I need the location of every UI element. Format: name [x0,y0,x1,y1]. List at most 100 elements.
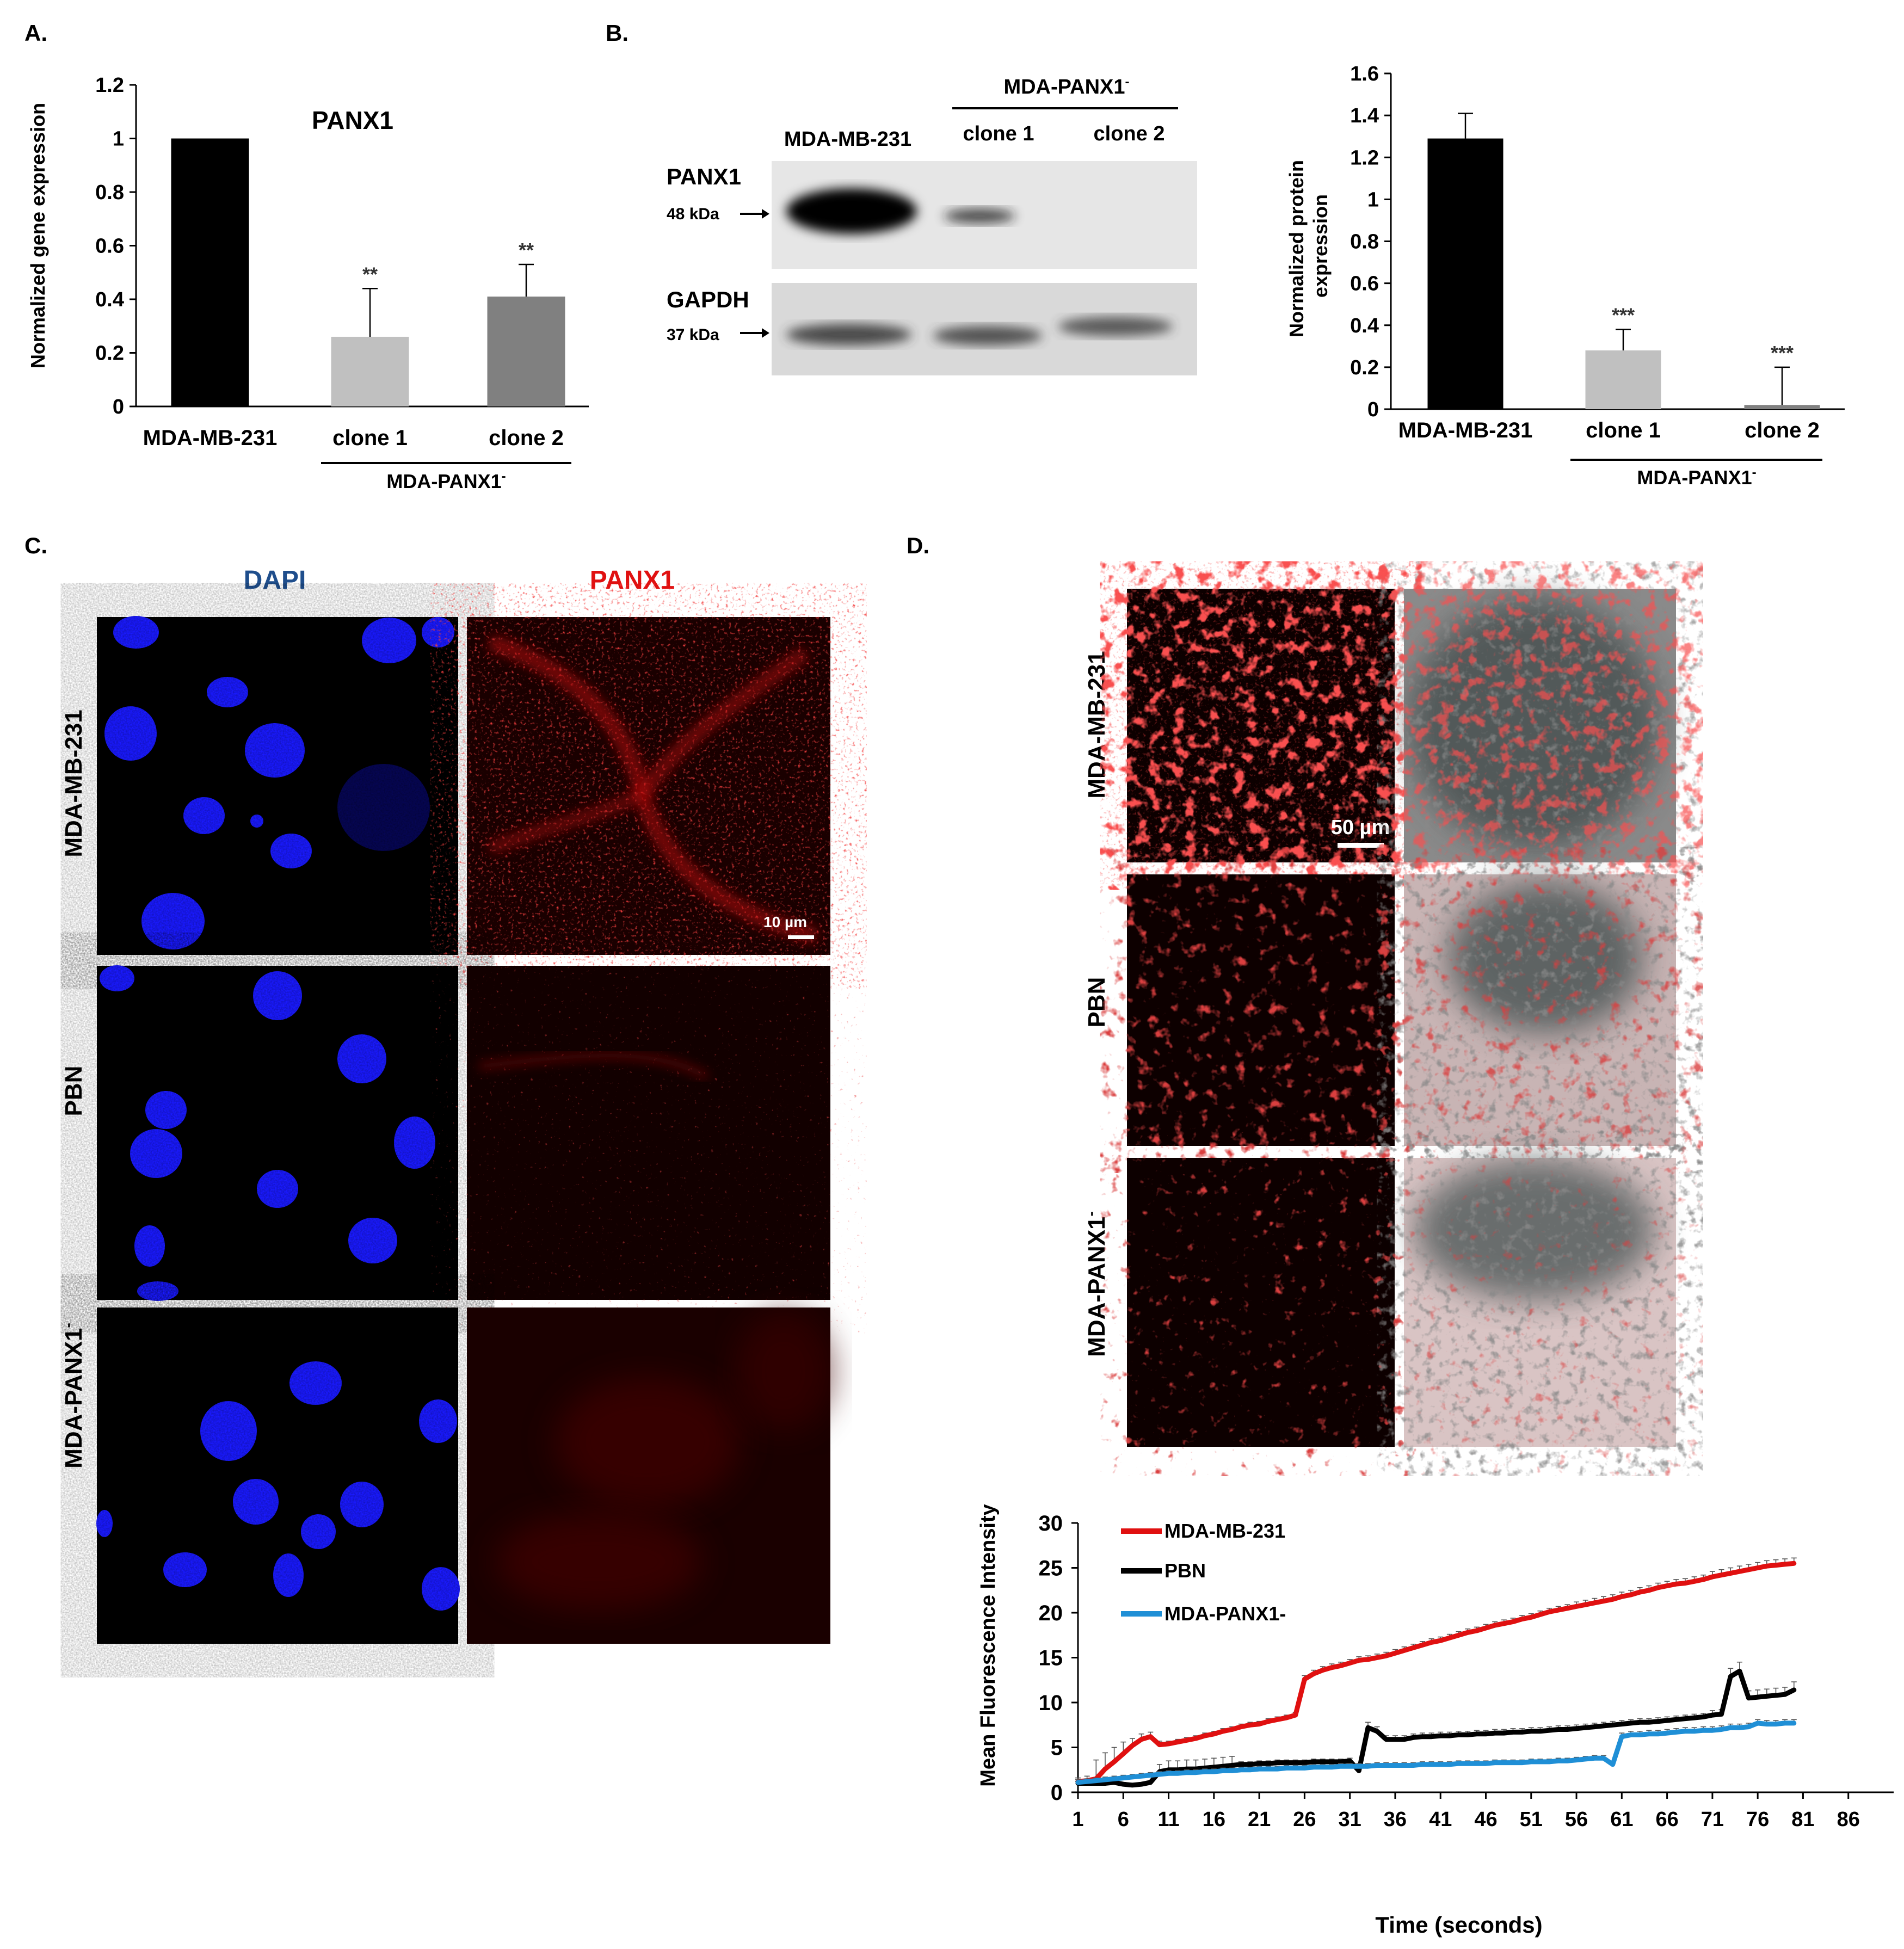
blot-arrowhead-gapdh [762,328,769,338]
chart-a-category-label: clone 2 [489,426,564,450]
group-label-b: MDA-PANX1- [1637,465,1756,489]
row-label-d-1: MDA-MB-231 [1083,651,1110,798]
chart-a-category-label: MDA-MB-231 [143,426,278,450]
chart-b-category-label: clone 2 [1745,418,1820,442]
chart-d-x-tick-label: 51 [1520,1808,1543,1831]
chart-b-y-tick-label: 0.4 [1350,314,1379,337]
chart-d-x-tick-label: 26 [1293,1808,1316,1831]
panel-label-b: B. [606,20,628,46]
chart-d-x-tick-label: 6 [1118,1808,1129,1831]
fluorescence-time-course-chart: Mean Fluorescence Intensity Time (second… [977,1504,1894,1938]
panx1-image-pbn [467,966,830,1300]
chart-b-y-tick-label: 0.8 [1350,231,1379,254]
scale-bar-label-d: 50 µm [1331,816,1390,839]
panel-label-a: A. [24,20,47,46]
chart-b-y-tick-label: 1.6 [1350,63,1379,85]
chart-d-y-tick-label: 20 [1039,1601,1063,1625]
column-label-panx1: PANX1 [590,566,675,595]
group-label-a: MDA-PANX1- [386,469,506,492]
blot-band-gapdh-mda [786,324,911,346]
chart-b-category-label: MDA-MB-231 [1398,418,1533,442]
chart-a-y-tick-label: 0.4 [95,288,124,311]
blot-lane-label-2: clone 1 [963,122,1034,145]
blot-band-gapdh-clone2 [1058,317,1173,336]
chart-d-x-tick-label: 11 [1157,1808,1179,1831]
western-blot: MDA-PANX1- MDA-MB-231 clone 1 clone 2 PA… [667,75,1197,375]
row-label-c-2: PBN [60,1066,87,1117]
row-label-c-1: MDA-MB-231 [60,710,87,857]
chart-d-series-line-2 [1075,1720,1797,1785]
dapi-image-mda-panx1 [96,1307,460,1644]
chart-d-x-tick-label: 1 [1072,1808,1083,1831]
protein-expression-chart: Normalized protein expression 0 0.2 0.4 0.6… [1285,63,1845,489]
chart-a-category-label: clone 1 [332,426,408,450]
chart-a-y-tick-label: 0.6 [95,235,124,258]
chart-a-bar [171,138,249,406]
chart-b-y-tick-label: 0 [1367,398,1379,421]
row-label-d-3: MDA-PANX1- [1082,1211,1110,1357]
chart-d-y-tick-label: 25 [1039,1557,1063,1581]
chart-a-significance-label: ** [362,263,378,285]
chart-d-x-tick-label: 56 [1565,1808,1588,1831]
chart-d-x-tick-label: 46 [1474,1808,1497,1831]
legend-label-mda-panx1: MDA-PANX1- [1164,1602,1286,1625]
panx1-image-mda-panx1 [467,1307,833,1644]
chart-d-series-line-0 [1075,1561,1797,1784]
chart-d-series-line-1 [1075,1668,1797,1788]
blot-protein-gapdh: GAPDH [667,287,749,312]
panel-label-d: D. [907,533,929,558]
row-label-d-2: PBN [1083,977,1110,1028]
scale-bar-label-c: 10 µm [763,914,807,930]
blot-group-label: MDA-PANX1- [1003,75,1129,98]
chart-d-x-tick-label: 66 [1655,1808,1678,1831]
blot-protein-panx1: PANX1 [667,164,741,189]
blot-band-panx1-mda [786,188,917,234]
panx1-image-mda: 10 µm [467,617,830,955]
column-label-dapi: DAPI [244,566,306,595]
blot-size-gapdh: 37 kDa [667,326,719,344]
scale-bar-c [788,935,814,939]
dapi-image-pbn [97,965,458,1301]
panel-label-c: C. [24,533,47,558]
overlay-image-mda [1404,589,1676,862]
chart-a-y-tick-label: 0 [113,396,124,418]
chart-a-y-tick-label: 0.2 [95,342,124,365]
chart-d-y-tick-label: 30 [1039,1512,1063,1535]
chart-d-x-tick-label: 86 [1837,1808,1860,1831]
chart-d-x-tick-label: 81 [1791,1808,1814,1831]
chart-b-y-tick-label: 1 [1367,188,1379,211]
blot-band-panx1-clone1 [944,208,1015,224]
chart-b-category-label: clone 1 [1586,418,1661,442]
gene-expression-chart: PANX1 Normalized gene expression 0 0.2 0.4… [27,74,589,492]
chart-b-y-tick-label: 1.2 [1350,146,1379,169]
chart-d-x-tick-label: 16 [1203,1808,1225,1831]
fluorescence-image-mda-panx1 [1127,1158,1395,1447]
chart-d-xlabel: Time (seconds) [1375,1912,1542,1938]
dye-uptake-images: MDA-MB-231 PBN MDA-PANX1- 50 µm [1082,589,1676,1447]
blot-lane-label-1: MDA-MB-231 [784,128,911,151]
chart-d-x-tick-label: 61 [1610,1808,1633,1831]
chart-a-y-tick-label: 0.8 [95,181,124,204]
blot-size-panx1: 48 kDa [667,205,719,223]
chart-d-x-tick-label: 21 [1248,1808,1271,1831]
chart-d-y-tick-label: 0 [1051,1781,1063,1805]
chart-b-bar [1744,405,1820,409]
blot-band-gapdh-clone1 [933,326,1042,346]
overlay-image-pbn [1404,874,1676,1146]
overlay-image-mda-panx1 [1404,1158,1676,1447]
blot-lane-label-3: clone 2 [1094,122,1165,145]
legend-label-mda: MDA-MB-231 [1164,1520,1285,1542]
chart-d-x-tick-label: 31 [1339,1808,1361,1831]
chart-a-y-tick-label: 1 [113,128,124,151]
fluorescence-image-pbn [1127,874,1395,1146]
immunofluorescence-grid: DAPI PANX1 MDA-MB-231 PBN MDA-PANX1- 1 [59,566,833,1644]
chart-b-bar [1585,350,1661,409]
chart-b-bar [1427,138,1504,409]
dapi-image-mda [97,616,458,955]
chart-b-y-tick-label: 0.2 [1350,356,1379,379]
chart-d-x-tick-label: 36 [1384,1808,1407,1831]
chart-d-error-bars-0 [1075,1557,1797,1782]
chart-b-y-tick-label: 1.4 [1350,104,1379,127]
chart-d-x-tick-label: 71 [1701,1808,1724,1831]
